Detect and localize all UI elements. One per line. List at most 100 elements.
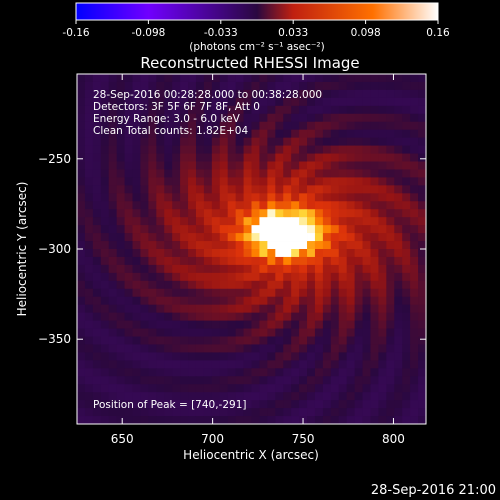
heatmap-cell — [227, 113, 237, 123]
heatmap-cell — [211, 209, 221, 218]
heatmap-cell — [203, 145, 213, 154]
heatmap-cell — [386, 201, 395, 210]
heatmap-cell — [251, 384, 260, 393]
heatmap-cell — [77, 264, 86, 274]
heatmap-cell — [116, 368, 125, 377]
heatmap-cell — [410, 137, 419, 146]
heatmap-cell — [322, 81, 332, 91]
heatmap-cell — [227, 392, 237, 401]
heatmap-cell — [148, 89, 157, 99]
heatmap-cell — [172, 113, 181, 123]
heatmap-cell — [346, 201, 356, 210]
heatmap-cell — [354, 360, 363, 369]
heatmap-cell — [378, 105, 387, 115]
x-tick-label: 650 — [111, 432, 134, 446]
heatmap-cell — [132, 360, 141, 369]
heatmap-cell — [267, 169, 276, 178]
heatmap-cell — [195, 97, 205, 107]
heatmap-cell — [314, 209, 324, 218]
heatmap-cell — [108, 392, 118, 401]
heatmap-cell — [410, 121, 419, 131]
heatmap-cell — [203, 312, 213, 321]
heatmap-cell — [394, 193, 403, 202]
heatmap-cell — [116, 249, 125, 258]
heatmap-cell — [84, 328, 94, 337]
heatmap-cell — [108, 328, 118, 337]
heatmap-cell — [156, 376, 165, 385]
heatmap-cell — [235, 233, 244, 242]
heatmap-cell — [140, 360, 149, 369]
heatmap-cell — [259, 193, 268, 202]
heatmap-cell — [227, 256, 237, 266]
heatmap-cell — [188, 113, 197, 123]
heatmap-cell — [314, 384, 324, 393]
heatmap-cell — [188, 352, 197, 361]
heatmap-cell — [108, 256, 118, 266]
heatmap-cell — [84, 312, 94, 321]
heatmap-cell — [92, 328, 102, 337]
heatmap-cell — [259, 352, 268, 361]
heatmap-cell — [243, 336, 252, 345]
heatmap-cell — [116, 201, 125, 210]
heatmap-cell — [386, 217, 395, 226]
heatmap-cell — [100, 217, 110, 226]
heatmap-cell — [148, 145, 157, 154]
heatmap-cell — [84, 241, 94, 250]
heatmap-cell — [132, 74, 141, 83]
heatmap-cell — [330, 121, 340, 131]
heatmap-cell — [418, 288, 427, 298]
heatmap-cell — [354, 185, 363, 194]
heatmap-cell — [195, 129, 205, 139]
heatmap-cell — [378, 264, 387, 274]
heatmap-cell — [330, 201, 340, 210]
heatmap-cell — [354, 352, 363, 361]
heatmap-cell — [188, 280, 197, 290]
heatmap-cell — [140, 408, 149, 417]
heatmap-cell — [219, 328, 229, 337]
heatmap-cell — [219, 97, 229, 107]
heatmap-cell — [283, 193, 292, 202]
heatmap-cell — [299, 400, 308, 409]
heatmap-cell — [180, 121, 189, 131]
heatmap-cell — [378, 233, 387, 242]
heatmap-cell — [394, 121, 403, 131]
heatmap-cell — [92, 161, 102, 170]
heatmap-cell — [84, 304, 94, 314]
heatmap-cell — [354, 241, 363, 250]
heatmap-cell — [203, 408, 213, 417]
heatmap-cell — [116, 185, 125, 194]
heatmap-cell — [148, 320, 157, 329]
heatmap-cell — [148, 129, 157, 139]
heatmap-cell — [180, 368, 189, 377]
heatmap-cell — [116, 241, 125, 250]
heatmap-cell — [275, 256, 284, 266]
heatmap-cell — [140, 320, 149, 329]
heatmap-cell — [362, 153, 371, 162]
heatmap-cell — [362, 384, 371, 393]
heatmap-cell — [402, 400, 411, 409]
heatmap-cell — [346, 169, 356, 178]
heatmap-cell — [322, 312, 332, 321]
heatmap-cell — [283, 400, 292, 409]
heatmap-cell — [402, 193, 411, 202]
heatmap-cell — [243, 145, 252, 154]
heatmap-cell — [307, 360, 316, 369]
heatmap-cell — [227, 89, 237, 99]
heatmap-cell — [354, 105, 363, 115]
heatmap-cell — [314, 256, 324, 266]
heatmap-cell — [84, 249, 94, 258]
heatmap-cell — [156, 288, 165, 298]
heatmap-cell — [203, 153, 213, 162]
heatmap-cell — [314, 241, 324, 250]
heatmap-cell — [386, 74, 395, 83]
heatmap-cell — [219, 89, 229, 99]
heatmap-cell — [108, 209, 118, 218]
heatmap-cell — [124, 312, 133, 321]
heatmap-cell — [314, 169, 324, 178]
heatmap-cell — [410, 217, 419, 226]
heatmap-cell — [140, 113, 149, 123]
heatmap-cell — [140, 272, 149, 282]
heatmap-cell — [195, 416, 205, 425]
heatmap-cell — [370, 74, 379, 83]
heatmap-cell — [259, 376, 268, 385]
